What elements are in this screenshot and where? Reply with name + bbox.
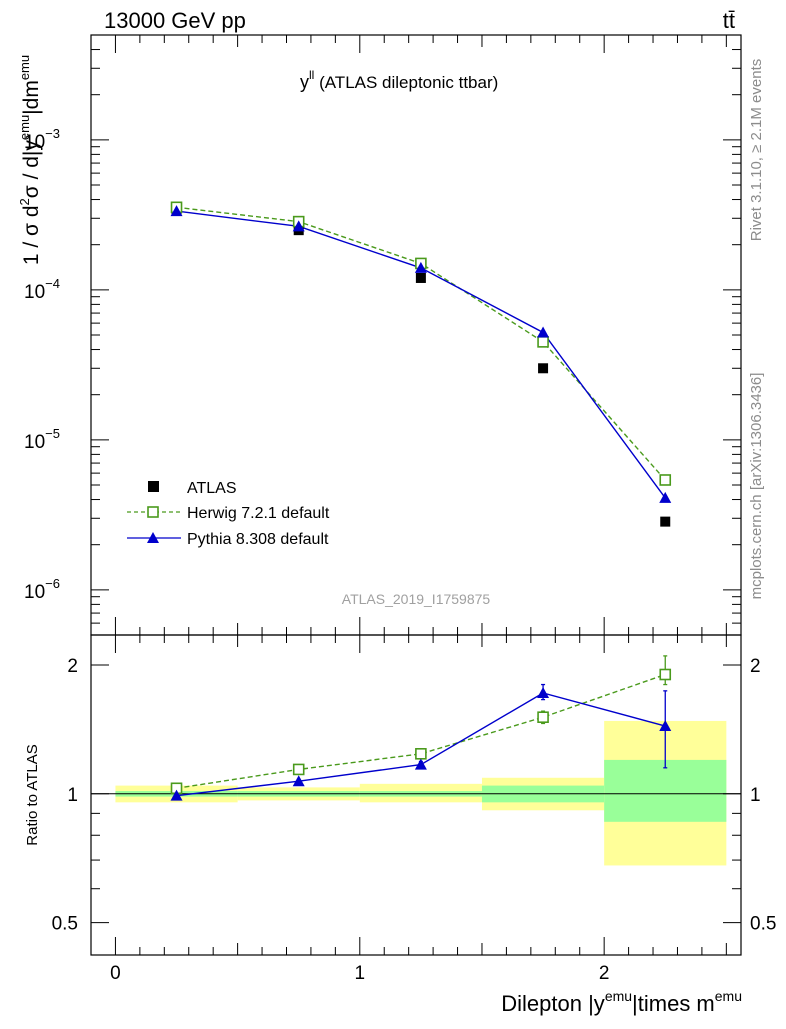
- main-ytick-label: 10−5: [24, 426, 60, 453]
- pythia-ratio-point: [537, 686, 550, 698]
- pythia-point: [537, 326, 550, 338]
- herwig-ratio-point: [415, 748, 427, 760]
- header-right-label: tt̄: [723, 8, 735, 33]
- herwig-ratio-point: [292, 763, 305, 776]
- pythia-point: [292, 220, 305, 232]
- ratio-ytick-label-left: 0.5: [52, 914, 78, 935]
- herwig-point: [537, 336, 549, 348]
- ratio-ytick-label-left: 1: [67, 785, 78, 806]
- main-panel: 10−6 10−5 10−4 10−3 yll (ATLAS dileptonic t…: [17, 34, 742, 636]
- main-ylabel: 1 / σ d2σ / d|yemu|dmemu: [17, 55, 43, 265]
- pythia-ratio-point: [170, 789, 183, 801]
- mcplots-label: mcplots.cern.ch [arXiv:1306.3436]: [748, 373, 765, 600]
- ratio-bands-layer: [115, 720, 727, 866]
- legend-label-pythia: Pythia 8.308 default: [187, 531, 329, 548]
- pythia-point: [170, 205, 183, 217]
- stat-uncertainty-band: [604, 759, 727, 822]
- xtick-label: 2: [599, 963, 610, 984]
- ratio-ytick-label-right: 2: [750, 656, 761, 677]
- rivet-version-label: Rivet 3.1.10, ≥ 2.1M events: [748, 59, 765, 242]
- pythia-line: [176, 210, 666, 499]
- legend-item-herwig: Herwig 7.2.1 default: [127, 505, 330, 522]
- main-ytick-label: 10−3: [24, 126, 60, 153]
- ratio-ytick-label-right: 0.5: [750, 914, 776, 935]
- legend-marker-pythia: [147, 532, 159, 543]
- herwig-ratio-line: [176, 673, 666, 789]
- herwig-ratio-point: [659, 668, 672, 681]
- ratio-frame: [90, 634, 742, 956]
- ratio-ytick-label-left: 2: [67, 656, 78, 677]
- ratio-series-layer: [170, 655, 672, 801]
- pythia-ratio-point: [414, 758, 427, 770]
- xaxis-label: Dilepton |yemu|times memu: [501, 988, 742, 1016]
- ratio-ylabel: Ratio to ATLAS: [24, 744, 41, 845]
- header-left-label: 13000 GeV pp: [104, 8, 246, 33]
- herwig-ratio-point: [537, 711, 549, 723]
- legend-marker-atlas: [148, 481, 159, 492]
- atlas-point: [415, 272, 426, 283]
- pythia-point: [659, 491, 672, 503]
- ratio-ticks-layer: [91, 635, 741, 955]
- xtick-label: 0: [110, 963, 121, 984]
- pythia-ratio-point: [292, 775, 305, 787]
- legend-item-atlas: ATLAS: [148, 480, 237, 497]
- main-ytick-label: 10−4: [24, 276, 60, 303]
- pythia-point: [414, 261, 427, 273]
- ratio-panel: 0.5 0.5 1 1 2 2 0 1 2 Ratio to ATLAS Dilepton |y…: [24, 634, 777, 1016]
- main-ticks-layer: [91, 34, 741, 636]
- herwig-point: [659, 474, 672, 486]
- legend-label-herwig: Herwig 7.2.1 default: [187, 505, 330, 522]
- legend-marker-herwig: [147, 506, 159, 518]
- main-ytick-label: 10−6: [24, 576, 60, 603]
- legend-item-pythia: Pythia 8.308 default: [127, 531, 329, 548]
- herwig-line: [176, 206, 666, 481]
- analysis-watermark: ATLAS_2019_I1759875: [342, 591, 491, 607]
- legend: ATLAS Herwig 7.2.1 default Pythia 8.308 …: [127, 480, 330, 548]
- main-ytick-labels: 10−6 10−5 10−4 10−3: [24, 126, 60, 603]
- atlas-point: [538, 363, 549, 374]
- pythia-ratio-point: [659, 720, 672, 732]
- xtick-label: 1: [355, 963, 366, 984]
- ratio-tick-labels: 0.5 0.5 1 1 2 2 0 1 2: [52, 656, 777, 984]
- legend-label-atlas: ATLAS: [187, 480, 237, 497]
- main-series-layer: [170, 201, 672, 527]
- ratio-ytick-label-right: 1: [750, 785, 761, 806]
- plot-title: yll (ATLAS dileptonic ttbar): [300, 68, 498, 92]
- atlas-point: [660, 516, 671, 527]
